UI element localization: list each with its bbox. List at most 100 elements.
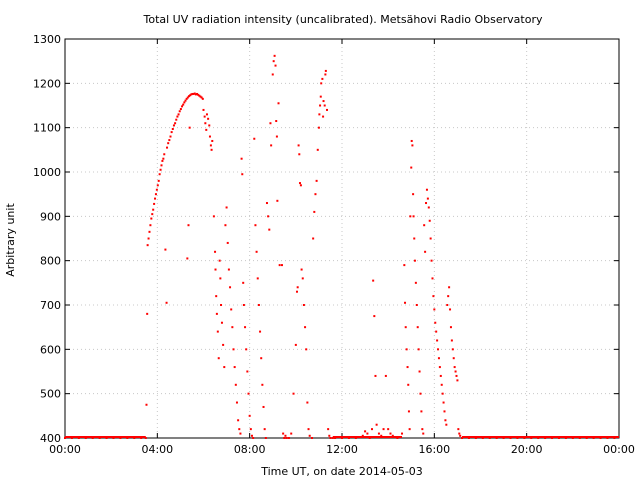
data-point <box>391 434 394 437</box>
data-point <box>328 434 331 437</box>
y-axis-label: Arbitrary unit <box>4 203 17 277</box>
data-point <box>404 301 407 304</box>
data-point <box>156 184 159 187</box>
data-point <box>443 410 446 413</box>
data-point <box>361 434 364 437</box>
data-point <box>423 224 426 227</box>
data-point <box>380 434 383 437</box>
y-tick-label: 500 <box>40 388 61 401</box>
data-point <box>276 199 279 202</box>
y-tick-label: 1300 <box>33 33 61 46</box>
data-point <box>168 139 171 142</box>
data-point <box>244 326 247 329</box>
data-point <box>322 115 325 118</box>
data-point <box>148 230 151 233</box>
data-point <box>434 321 437 324</box>
data-point <box>457 428 460 431</box>
data-point <box>442 401 445 404</box>
data-point <box>200 96 203 99</box>
data-point <box>260 357 263 360</box>
data-point <box>208 124 211 127</box>
data-point <box>440 383 443 386</box>
data-point <box>284 434 287 437</box>
data-point <box>242 281 245 284</box>
data-point <box>250 434 253 437</box>
data-point <box>158 173 161 176</box>
data-point <box>254 224 257 227</box>
data-point <box>225 206 228 209</box>
data-point <box>194 93 197 96</box>
data-point <box>458 432 461 435</box>
data-point <box>425 188 428 191</box>
axis-ticks: 00:00 04:00 08:00 12:00 16:00 20:00 00:0040050… <box>33 33 635 456</box>
data-point <box>237 419 240 422</box>
y-tick-label: 400 <box>40 432 61 445</box>
data-point <box>202 108 205 111</box>
data-point <box>215 295 218 298</box>
data-point <box>389 432 392 435</box>
data-point <box>430 259 433 262</box>
data-point <box>192 92 195 95</box>
data-point <box>298 153 301 156</box>
data-point <box>164 248 167 251</box>
chart-title: Total UV radiation intensity (uncalibrat… <box>143 13 543 26</box>
data-point <box>205 128 208 131</box>
data-point <box>437 348 440 351</box>
data-point <box>417 348 420 351</box>
data-point <box>230 308 233 311</box>
data-point <box>448 286 451 289</box>
data-point <box>454 370 457 373</box>
data-point <box>373 315 376 318</box>
data-point <box>245 348 248 351</box>
data-point <box>169 135 172 138</box>
x-tick-label: 08:00 <box>234 443 266 456</box>
data-point <box>186 96 189 99</box>
data-point <box>175 118 178 121</box>
data-point <box>161 159 164 162</box>
data-point <box>411 144 414 147</box>
data-point <box>184 99 187 102</box>
data-point <box>152 208 155 211</box>
data-point <box>224 224 227 227</box>
data-point <box>445 423 448 426</box>
data-point <box>435 330 438 333</box>
data-point <box>170 131 173 134</box>
data-point <box>449 326 452 329</box>
data-point <box>412 215 415 218</box>
data-point <box>374 374 377 377</box>
data-point <box>205 113 208 116</box>
data-point <box>403 264 406 267</box>
data-point <box>278 264 281 267</box>
data-point <box>410 166 413 169</box>
data-point <box>226 241 229 244</box>
data-point <box>432 295 435 298</box>
data-point <box>249 428 252 431</box>
y-tick-label: 1100 <box>33 122 61 135</box>
x-tick-label: 12:00 <box>326 443 358 456</box>
data-point <box>207 117 210 120</box>
data-point <box>404 326 407 329</box>
data-point <box>298 182 301 185</box>
data-point <box>425 202 428 205</box>
data-point <box>145 403 148 406</box>
data-point <box>220 321 223 324</box>
data-point <box>223 366 226 369</box>
data-point <box>329 437 332 439</box>
data-point <box>216 330 219 333</box>
data-point <box>320 82 323 85</box>
data-point <box>252 437 255 439</box>
data-point <box>165 301 168 304</box>
data-point <box>419 392 422 395</box>
data-point <box>214 268 217 271</box>
data-point <box>157 179 160 182</box>
data-point <box>322 100 325 103</box>
data-point <box>241 173 244 176</box>
data-point <box>413 259 416 262</box>
data-point <box>317 126 320 129</box>
data-point <box>185 97 188 100</box>
data-point <box>299 184 302 187</box>
data-point <box>424 250 427 253</box>
data-point <box>272 60 275 63</box>
data-point <box>294 343 297 346</box>
